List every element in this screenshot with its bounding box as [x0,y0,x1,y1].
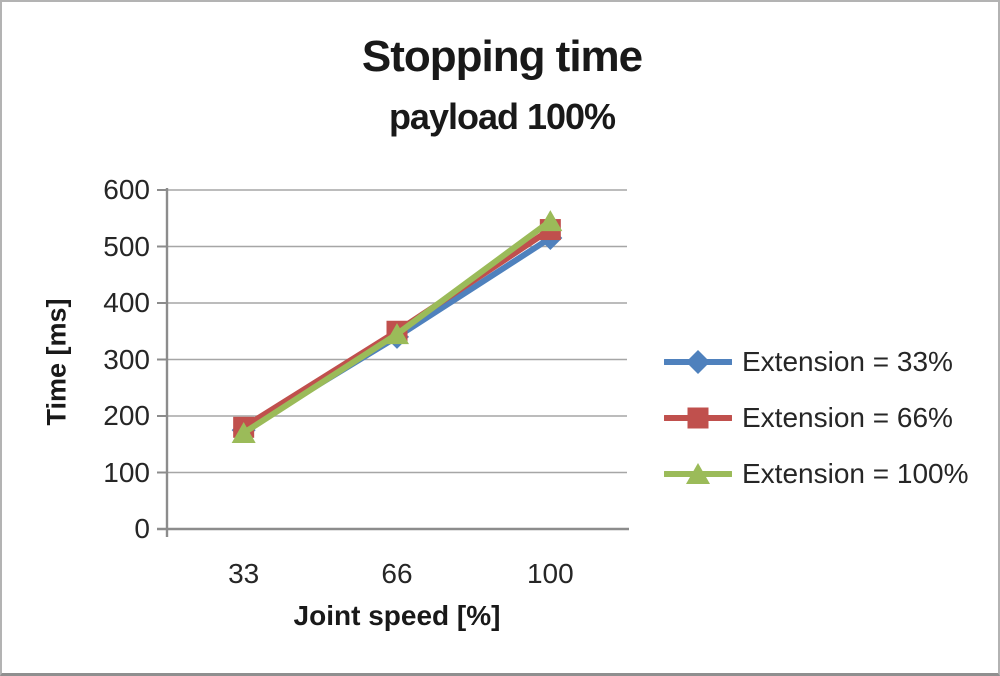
legend-marker [664,350,732,374]
y-axis-title: Time [ms] [41,298,72,426]
legend-item: Extension = 66% [664,390,969,446]
triangle-marker [231,421,256,443]
triangle-marker [385,323,409,345]
legend-item-label: Extension = 66% [742,402,953,433]
square-marker [687,407,709,429]
chart-legend: Extension = 33% Extension = 66% Extension … [664,334,969,502]
triangle-marker [538,210,563,232]
chart-subtitle: payload 100% [388,96,616,137]
legend-item: Extension = 100% [664,446,969,502]
y-tick-label: 100 [103,456,150,488]
x-axis-title: Joint speed [%] [293,600,501,631]
y-tick-label: 600 [103,174,150,205]
triangle-marker [686,463,710,484]
x-tick-label: 66 [381,558,413,589]
chart-title: Stopping time [361,32,643,81]
y-tick-label: 0 [134,513,150,544]
legend-marker [664,463,732,484]
x-tick-label: 100 [526,558,574,589]
y-tick-label: 200 [103,400,150,431]
legend-item-label: Extension = 100% [742,458,969,489]
y-tick-label: 300 [103,343,150,375]
y-tick-label: 500 [103,230,150,262]
legend-item-label: Extension = 33% [742,346,953,377]
x-tick-label: 33 [228,558,260,589]
legend-item: Extension = 33% [664,334,969,390]
diamond-marker [686,350,710,374]
y-tick-label: 400 [103,287,150,318]
legend-marker [664,407,732,429]
